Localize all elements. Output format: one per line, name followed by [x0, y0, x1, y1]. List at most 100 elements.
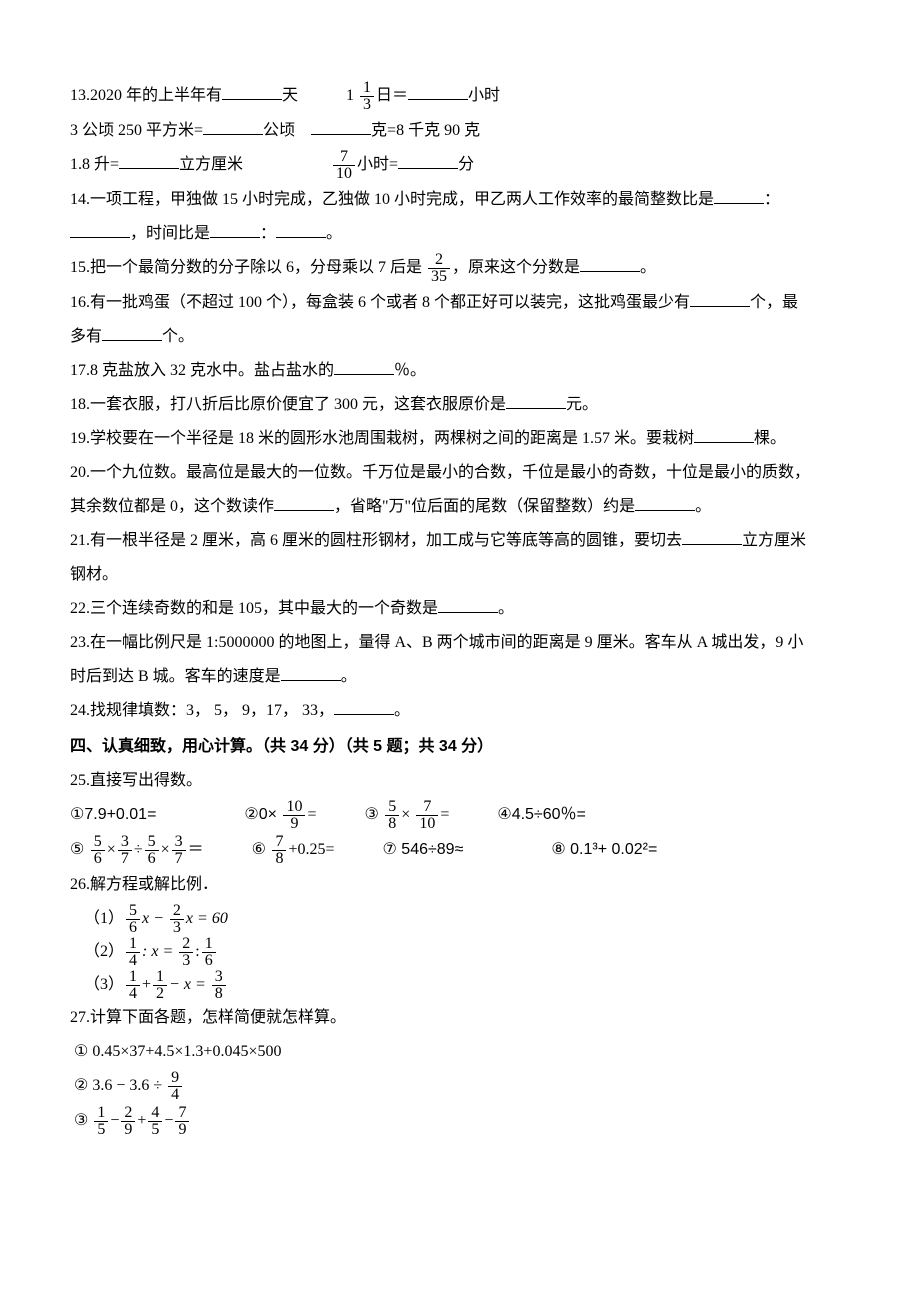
- blank: [222, 84, 282, 100]
- fraction: 58: [385, 799, 399, 832]
- blank: [714, 188, 764, 204]
- q22-pre: 22.三个连续奇数的和是 105，其中最大的一个奇数是: [70, 600, 438, 617]
- q13-part2-mid: 日＝: [376, 87, 408, 104]
- q15: 15.把一个最简分数的分子除以 6，分母乘以 7 后是 235，原来这个分数是 。: [70, 252, 850, 285]
- blank: [682, 529, 742, 545]
- q13-line3: 1.8 升=立方厘米 710小时=分: [70, 149, 850, 182]
- q13-part1-pre: 13.2020 年的上半年有: [70, 87, 222, 104]
- q27-eq3-pre: ③: [74, 1112, 92, 1129]
- q14-c: ，时间比是: [130, 225, 210, 242]
- q16-l1p: 个，最: [750, 294, 798, 311]
- q16-l2p: 多有: [70, 328, 102, 345]
- blank: [70, 222, 130, 238]
- q13-line2: 3 公顷 250 平方米=公顷 克=8 千克 90 克: [70, 115, 850, 147]
- q24: 24.找规律填数：3， 5， 9，17， 33，。: [70, 695, 850, 727]
- fraction: 109: [283, 799, 305, 832]
- q19: 19.学校要在一个半径是 18 米的圆形水池周围栽树，两棵树之间的距离是 1.5…: [70, 423, 850, 455]
- blank: [281, 665, 341, 681]
- fraction: 56: [91, 834, 105, 867]
- q13-l2a-post: 公顷: [263, 122, 295, 139]
- q26-eq1-pre: （1）: [84, 910, 124, 927]
- q17-pre: 17.8 克盐放入 32 克水中。盐占盐水的: [70, 362, 334, 379]
- q20-l2e: 。: [695, 498, 711, 515]
- fraction: 13: [360, 80, 374, 113]
- q13-part1-post: 天: [282, 87, 298, 104]
- q25-c6e: +0.25=: [288, 841, 334, 858]
- q18-post: 元。: [566, 396, 598, 413]
- q17-post: ％。: [394, 362, 426, 379]
- fraction: 37: [118, 834, 132, 867]
- blank: [506, 393, 566, 409]
- q13-l3a-post: 立方厘米: [179, 156, 243, 173]
- q23-l1: 23.在一幅比例尺是 1:5000000 的地图上，量得 A、B 两个城市间的距…: [70, 634, 803, 651]
- q15-post: 。: [640, 259, 656, 276]
- q16-l1: 16.有一批鸡蛋（不超过 100 个），每盒装 6 个或者 8 个都正好可以装完…: [70, 294, 690, 311]
- q20-line2: 其余数位都是 0，这个数读作，省略"万"位后面的尾数（保留整数）约是。: [70, 491, 850, 523]
- q26-eq3: （3）14+12− x = 38: [84, 969, 850, 1002]
- q18-pre: 18.一套衣服，打八折后比原价便宜了 300 元，这套衣服原价是: [70, 396, 506, 413]
- q14-line1: 14.一项工程，甲独做 15 小时完成，乙独做 10 小时完成，甲乙两人工作效率…: [70, 184, 850, 216]
- q15-mid: ，原来这个分数是: [452, 259, 580, 276]
- section4-title: 四、认真细致，用心计算。（共 34 分）（共 5 题；共 34 分）: [70, 731, 850, 763]
- fraction: 37: [172, 834, 186, 867]
- q26-eq2: （2）14: x = 23:16: [84, 936, 850, 969]
- fraction: 14: [126, 969, 140, 1002]
- q25-c7: ⑦ 546÷89≈: [383, 841, 464, 858]
- q21-l2: 钢材。: [70, 566, 118, 583]
- q25-c8: ⑧ 0.1³+ 0.02²=: [551, 841, 657, 858]
- q14-d: ：: [260, 225, 276, 242]
- q18: 18.一套衣服，打八折后比原价便宜了 300 元，这套衣服原价是 元。: [70, 389, 850, 421]
- q27-eq1: ① 0.45×37+4.5×1.3+0.045×500: [70, 1036, 850, 1068]
- blank: [334, 699, 394, 715]
- q27-eq2: ② 3.6 − 3.6 ÷ 94: [70, 1070, 850, 1103]
- fraction: 235: [428, 252, 450, 285]
- q25-c1: ①7.9+0.01=: [70, 806, 156, 823]
- fraction: 12: [153, 969, 167, 1002]
- blank: [210, 222, 260, 238]
- q27-eq2-pre: ② 3.6 − 3.6 ÷: [74, 1077, 162, 1094]
- fraction: 16: [202, 936, 216, 969]
- blank: [694, 427, 754, 443]
- blank: [102, 325, 162, 341]
- q21-post: 立方厘米: [742, 532, 806, 549]
- fraction: 45: [148, 1105, 162, 1138]
- fraction: 710: [416, 799, 438, 832]
- q22-post: 。: [498, 600, 514, 617]
- q13-l2b-post: 克=8 千克 90 克: [371, 122, 480, 139]
- q25-c3e: =: [440, 806, 449, 823]
- q13-line1: 13.2020 年的上半年有 天 1 13日＝ 小时: [70, 80, 850, 113]
- q15-pre: 15.把一个最简分数的分子除以 6，分母乘以 7 后是: [70, 259, 426, 276]
- fraction: 79: [175, 1105, 189, 1138]
- q25-c5e: ＝: [188, 841, 204, 858]
- q20-l2m: ，省略"万"位后面的尾数（保留整数）约是: [334, 498, 635, 515]
- q26-title: 26.解方程或解比例．: [70, 869, 850, 901]
- q17: 17.8 克盐放入 32 克水中。盐占盐水的 ％。: [70, 355, 850, 387]
- fraction: 78: [272, 834, 286, 867]
- q19-pre: 19.学校要在一个半径是 18 米的圆形水池周围栽树，两棵树之间的距离是 1.5…: [70, 430, 694, 447]
- q25-c5p: ⑤: [70, 841, 89, 858]
- fraction: 710: [333, 149, 355, 182]
- q23-line2: 时后到达 B 城。客车的速度是。: [70, 661, 850, 693]
- q25-row1: ①7.9+0.01= ②0× 109= ③ 58× 710= ④4.5÷60％=: [70, 799, 850, 832]
- blank: [334, 359, 394, 375]
- q22: 22.三个连续奇数的和是 105，其中最大的一个奇数是 。: [70, 593, 850, 625]
- q13-l3b-mid: 小时=: [357, 156, 398, 173]
- q25-title: 25.直接写出得数。: [70, 765, 850, 797]
- q13-part2-pre: 1: [346, 87, 358, 104]
- q25-c2p: ②0×: [244, 806, 281, 823]
- fraction: 23: [170, 903, 184, 936]
- blank: [408, 84, 468, 100]
- q21-line2: 钢材。: [70, 559, 850, 591]
- q16-line1: 16.有一批鸡蛋（不超过 100 个），每盒装 6 个或者 8 个都正好可以装完…: [70, 287, 850, 319]
- q14-b: ：: [764, 191, 780, 208]
- q23-l2e: 。: [341, 668, 357, 685]
- q13-part2-post: 小时: [468, 87, 500, 104]
- q21-line1: 21.有一根半径是 2 厘米，高 6 厘米的圆柱形钢材，加工成与它等底等高的圆锥…: [70, 525, 850, 557]
- q14-a: 14.一项工程，甲独做 15 小时完成，乙独做 10 小时完成，甲乙两人工作效率…: [70, 191, 714, 208]
- blank: [119, 153, 179, 169]
- blank: [203, 119, 263, 135]
- q16-l2e: 个。: [162, 328, 194, 345]
- q26-eq3-pre: （3）: [84, 976, 124, 993]
- q25-row2: ⑤ 56×37÷56×37＝ ⑥ 78+0.25= ⑦ 546÷89≈ ⑧ 0.…: [70, 834, 850, 867]
- q25-c6p: ⑥: [252, 841, 271, 858]
